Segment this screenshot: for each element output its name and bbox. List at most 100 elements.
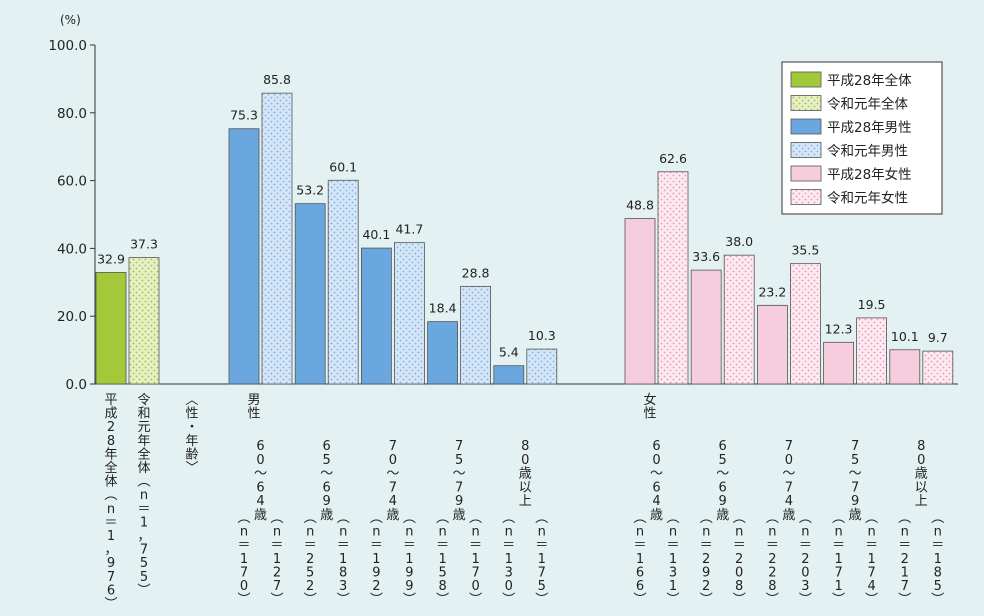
n-label: ︵ n ＝ 1 7 0 ︶ (469, 511, 482, 608)
category-label: 平成 2 8 年全体︵ n ＝ 1， 9 7 6 ︶ (104, 393, 117, 612)
bar-value-label: 53.2 (296, 183, 324, 198)
age-group-label: 7 0 ～ 7 4 歳 (386, 439, 399, 523)
n-label: ︵ n ＝ 1 8 5 ︶ (931, 511, 944, 608)
bar (427, 321, 459, 385)
bar (790, 263, 821, 385)
n-label: ︵ n ＝ 1 7 4 ︶ (865, 511, 878, 608)
y-tick-label: 0.0 (66, 377, 87, 393)
legend-swatch (790, 95, 822, 111)
bar (624, 218, 656, 385)
y-tick-label: 100.0 (48, 38, 87, 54)
bar-value-label: 37.3 (130, 237, 158, 252)
bar (393, 242, 425, 385)
bar (823, 341, 854, 385)
category-label: 令和元年全体︵ n ＝ 1， 7 5 5 ︶ (137, 393, 150, 598)
bar-value-label: 33.6 (692, 249, 720, 264)
bar-value-label: 12.3 (825, 321, 853, 336)
bar-value-label: 28.8 (462, 265, 490, 280)
bar-value-label: 10.3 (528, 328, 556, 343)
bar (889, 349, 921, 385)
n-label: ︵ n ＝ 2 5 2 ︶ (304, 511, 317, 608)
legend-swatch (790, 189, 822, 205)
n-label: ︵ n ＝ 1 7 5 ︶ (535, 511, 548, 608)
bar (228, 128, 260, 385)
bar-value-label: 38.0 (725, 234, 753, 249)
y-tick-label: 40.0 (57, 241, 87, 257)
y-tick-label: 20.0 (57, 309, 87, 325)
legend-label: 令和元年女性 (827, 190, 908, 207)
legend-swatch (790, 71, 822, 88)
y-tick-label: 80.0 (57, 106, 87, 122)
bar (723, 254, 755, 385)
age-group-label: 7 5 ～ 7 9 歳 (849, 439, 862, 523)
n-label: ︵ n ＝ 1 2 7 ︶ (270, 511, 283, 608)
bar (757, 304, 788, 385)
age-group-label: 6 5 ～ 6 9 歳 (320, 439, 333, 523)
bar (95, 272, 127, 385)
y-unit-label: (%) (60, 13, 81, 27)
bar (856, 317, 887, 385)
n-label: ︵ n ＝ 2 0 3 ︶ (799, 511, 812, 608)
age-group-label: 6 5 ～ 6 9 歳 (716, 439, 729, 523)
sex-group-label: 女性 (643, 392, 656, 422)
y-tick-label: 60.0 (57, 174, 87, 190)
bar (327, 179, 359, 385)
bar-value-label: 62.6 (659, 151, 687, 166)
bar (460, 285, 492, 385)
n-label: ︵ n ＝ 1 3 1 ︶ (666, 511, 679, 608)
n-label: ︵ n ＝ 1 9 9 ︶ (403, 511, 416, 608)
bar-value-label: 35.5 (791, 243, 819, 258)
bar-value-label: 10.1 (891, 329, 919, 344)
n-label: ︵ n ＝ 1 7 1 ︶ (832, 511, 845, 608)
n-label: ︵ n ＝ 1 8 3 ︶ (337, 511, 350, 608)
legend-swatch (790, 165, 822, 182)
legend-box (781, 61, 943, 215)
bar-value-label: 18.4 (429, 301, 457, 316)
age-group-label: 7 5 ～ 7 9 歳 (453, 439, 466, 523)
legend-label: 平成28年男性 (827, 120, 912, 136)
bar (526, 348, 558, 385)
bar-value-label: 48.8 (626, 198, 654, 213)
bar (261, 92, 293, 385)
bar-value-label: 75.3 (230, 108, 258, 123)
n-label: ︵ n ＝ 1 7 0 ︶ (237, 511, 250, 608)
separator-label: ︿性・年齢﹀ (185, 393, 198, 476)
bar (294, 203, 326, 385)
bar (690, 269, 722, 385)
n-label: ︵ n ＝ 1 6 6 ︶ (633, 511, 646, 608)
bar-value-label: 23.2 (758, 284, 786, 299)
legend-label: 令和元年全体 (827, 96, 908, 113)
n-label: ︵ n ＝ 1 5 8 ︶ (436, 511, 449, 608)
bar (922, 350, 954, 385)
bar-value-label: 5.4 (499, 345, 519, 360)
bar (493, 365, 525, 385)
n-label: ︵ n ＝ 2 0 8 ︶ (733, 511, 746, 608)
age-group-label: 6 0 ～ 6 4 歳 (254, 439, 267, 523)
bar (128, 257, 160, 385)
age-group-label: 6 0 ～ 6 4 歳 (650, 439, 663, 523)
sex-group-label: 男性 (247, 393, 260, 422)
bar (360, 247, 392, 385)
bar (657, 171, 689, 385)
legend-label: 平成28年全体 (827, 72, 912, 89)
bar-value-label: 60.1 (329, 159, 357, 174)
bar-value-label: 40.1 (362, 227, 390, 242)
bar-value-label: 41.7 (395, 222, 423, 237)
legend-label: 令和元年男性 (827, 144, 908, 160)
age-group-label: 7 0 ～ 7 4 歳 (782, 439, 795, 523)
bar-value-label: 32.9 (97, 251, 125, 266)
n-label: ︵ n ＝ 2 2 8 ︶ (766, 511, 779, 608)
legend-swatch (790, 118, 822, 135)
age-group-label: 8 0 歳以上 (519, 439, 532, 509)
bar-value-label: 85.8 (263, 72, 291, 87)
age-group-label: 8 0 歳以上 (915, 439, 928, 509)
legend-swatch (790, 142, 822, 158)
n-label: ︵ n ＝ 2 9 2 ︶ (700, 511, 713, 608)
n-label: ︵ n ＝ 2 1 7 ︶ (898, 511, 911, 608)
bar-value-label: 9.7 (928, 330, 948, 345)
bar-value-label: 19.5 (858, 297, 886, 312)
n-label: ︵ n ＝ 1 3 0 ︶ (502, 511, 515, 608)
legend-label: 平成28年女性 (827, 166, 912, 183)
n-label: ︵ n ＝ 1 9 2 ︶ (370, 511, 383, 608)
